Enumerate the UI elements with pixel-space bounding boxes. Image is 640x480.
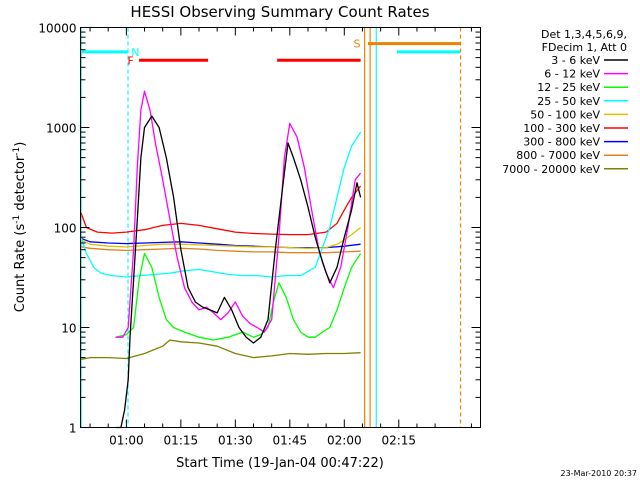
- plot-area: NF S: [80, 27, 462, 429]
- x-tick-label: 02:00: [327, 434, 362, 448]
- y-tick-label: 10000: [38, 22, 76, 36]
- series-line-800-7000-kev: [80, 246, 361, 254]
- series-line-7000-20000-kev: [80, 339, 361, 361]
- legend-header-line-2: FDecim 1, Att 0: [542, 41, 627, 54]
- y-tick-label: 10: [61, 322, 76, 336]
- x-tick-label: 02:15: [381, 434, 416, 448]
- series-line-100-300-kev: [80, 185, 362, 236]
- timestamp: 23-Mar-2010 20:37: [561, 469, 638, 478]
- y-tick-label: 100: [54, 222, 77, 236]
- chart-title: HESSI Observing Summary Count Rates: [130, 3, 429, 21]
- legend: Det 1,3,4,5,6,9, FDecim 1, Att 0 3 - 6 k…: [502, 28, 628, 176]
- legend-label: 3 - 6 keV: [551, 54, 600, 67]
- legend-label: 6 - 12 keV: [544, 68, 600, 81]
- series-line-12-25-kev: [115, 252, 362, 341]
- state-label-N: N: [131, 46, 139, 59]
- x-tick-label: 01:00: [109, 434, 144, 448]
- legend-label: 800 - 7000 keV: [516, 149, 600, 162]
- legend-label: 50 - 100 keV: [530, 108, 600, 121]
- plot-frame: [80, 27, 481, 428]
- x-tick-label: 01:30: [218, 434, 253, 448]
- legend-label: 300 - 800 keV: [523, 136, 600, 149]
- x-axis-label: Start Time (19-Jan-04 00:47:22): [176, 456, 384, 471]
- legend-label: 12 - 25 keV: [537, 81, 600, 94]
- y-tick-label: 1: [69, 422, 77, 436]
- y-axis-label: Count Rate (s-1 detector-1): [12, 142, 28, 313]
- legend-label: 25 - 50 keV: [537, 95, 600, 108]
- axis-ticks: 01:00 01:15 01:30 01:45 02:00 02:15 1 10 100 1000…: [38, 22, 481, 448]
- series-line-25-50-kev: [80, 131, 362, 278]
- y-tick-label: 1000: [46, 122, 77, 136]
- series-line-6-12-kev: [115, 90, 362, 338]
- state-label-F: F: [127, 54, 133, 67]
- state-label-S: S: [353, 38, 360, 51]
- x-tick-label: 01:45: [273, 434, 308, 448]
- series-line-50-100-kev: [80, 226, 362, 249]
- legend-header-line-1: Det 1,3,4,5,6,9,: [541, 28, 627, 41]
- legend-label: 100 - 300 keV: [523, 122, 600, 135]
- legend-label: 7000 - 20000 keV: [502, 163, 600, 176]
- series-line-3-6-kev: [115, 115, 362, 429]
- x-tick-label: 01:15: [164, 434, 199, 448]
